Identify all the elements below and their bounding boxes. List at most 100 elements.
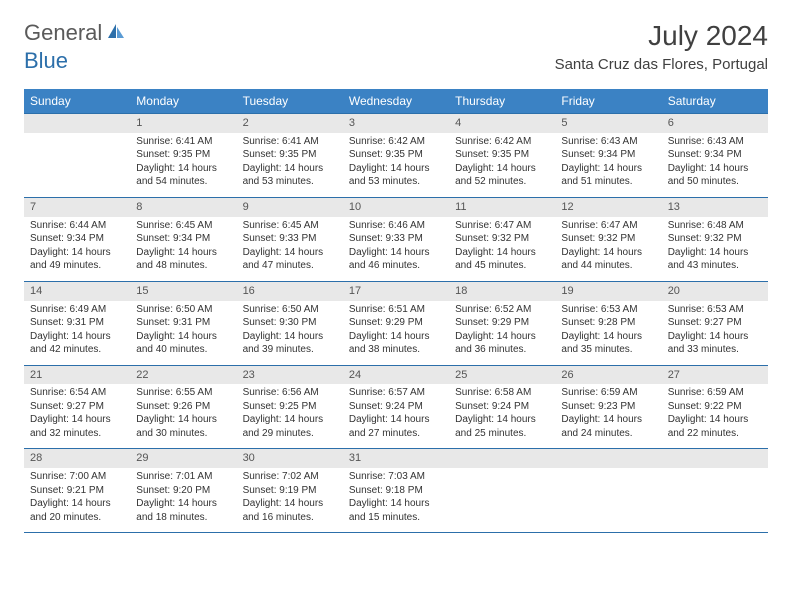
- weekday-header: Monday: [130, 89, 236, 114]
- day-number: 19: [555, 282, 661, 301]
- day-number: 28: [24, 449, 130, 468]
- sunrise-text: Sunrise: 6:52 AM: [455, 303, 549, 317]
- day-content-empty: [662, 468, 768, 532]
- weekday-header: Thursday: [449, 89, 555, 114]
- calendar-week-row: 7Sunrise: 6:44 AMSunset: 9:34 PMDaylight…: [24, 197, 768, 281]
- calendar-day-cell: 11Sunrise: 6:47 AMSunset: 9:32 PMDayligh…: [449, 197, 555, 281]
- calendar-table: SundayMondayTuesdayWednesdayThursdayFrid…: [24, 89, 768, 533]
- sunset-text: Sunset: 9:21 PM: [30, 484, 124, 498]
- day-content: Sunrise: 6:51 AMSunset: 9:29 PMDaylight:…: [343, 301, 449, 365]
- sunrise-text: Sunrise: 6:43 AM: [668, 135, 762, 149]
- day-content: Sunrise: 6:49 AMSunset: 9:31 PMDaylight:…: [24, 301, 130, 365]
- calendar-day-cell: 17Sunrise: 6:51 AMSunset: 9:29 PMDayligh…: [343, 281, 449, 365]
- sunrise-text: Sunrise: 6:59 AM: [561, 386, 655, 400]
- sunrise-text: Sunrise: 6:51 AM: [349, 303, 443, 317]
- calendar-day-cell: 29Sunrise: 7:01 AMSunset: 9:20 PMDayligh…: [130, 449, 236, 533]
- sunset-text: Sunset: 9:30 PM: [243, 316, 337, 330]
- daylight-text: Daylight: 14 hours and 46 minutes.: [349, 246, 443, 273]
- sunset-text: Sunset: 9:35 PM: [349, 148, 443, 162]
- day-number: [662, 449, 768, 468]
- sunset-text: Sunset: 9:23 PM: [561, 400, 655, 414]
- sunrise-text: Sunrise: 6:58 AM: [455, 386, 549, 400]
- sunrise-text: Sunrise: 6:53 AM: [561, 303, 655, 317]
- calendar-day-cell: [555, 449, 661, 533]
- day-number: 9: [237, 198, 343, 217]
- day-content-empty: [24, 133, 130, 197]
- sunrise-text: Sunrise: 6:46 AM: [349, 219, 443, 233]
- day-content: Sunrise: 6:42 AMSunset: 9:35 PMDaylight:…: [449, 133, 555, 197]
- calendar-day-cell: 2Sunrise: 6:41 AMSunset: 9:35 PMDaylight…: [237, 114, 343, 198]
- day-number: 3: [343, 114, 449, 133]
- calendar-week-row: 28Sunrise: 7:00 AMSunset: 9:21 PMDayligh…: [24, 449, 768, 533]
- sunset-text: Sunset: 9:25 PM: [243, 400, 337, 414]
- day-number: 11: [449, 198, 555, 217]
- sunrise-text: Sunrise: 6:47 AM: [561, 219, 655, 233]
- daylight-text: Daylight: 14 hours and 25 minutes.: [455, 413, 549, 440]
- daylight-text: Daylight: 14 hours and 42 minutes.: [30, 330, 124, 357]
- daylight-text: Daylight: 14 hours and 38 minutes.: [349, 330, 443, 357]
- weekday-header: Saturday: [662, 89, 768, 114]
- calendar-day-cell: 9Sunrise: 6:45 AMSunset: 9:33 PMDaylight…: [237, 197, 343, 281]
- sunset-text: Sunset: 9:34 PM: [668, 148, 762, 162]
- calendar-day-cell: 21Sunrise: 6:54 AMSunset: 9:27 PMDayligh…: [24, 365, 130, 449]
- sunrise-text: Sunrise: 6:53 AM: [668, 303, 762, 317]
- daylight-text: Daylight: 14 hours and 15 minutes.: [349, 497, 443, 524]
- sunset-text: Sunset: 9:26 PM: [136, 400, 230, 414]
- day-number: 27: [662, 366, 768, 385]
- day-content: Sunrise: 6:46 AMSunset: 9:33 PMDaylight:…: [343, 217, 449, 281]
- daylight-text: Daylight: 14 hours and 53 minutes.: [349, 162, 443, 189]
- weekday-header: Sunday: [24, 89, 130, 114]
- day-number: 20: [662, 282, 768, 301]
- day-number: 31: [343, 449, 449, 468]
- calendar-day-cell: 3Sunrise: 6:42 AMSunset: 9:35 PMDaylight…: [343, 114, 449, 198]
- daylight-text: Daylight: 14 hours and 44 minutes.: [561, 246, 655, 273]
- sunrise-text: Sunrise: 6:44 AM: [30, 219, 124, 233]
- sunrise-text: Sunrise: 6:56 AM: [243, 386, 337, 400]
- weekday-header: Tuesday: [237, 89, 343, 114]
- daylight-text: Daylight: 14 hours and 50 minutes.: [668, 162, 762, 189]
- daylight-text: Daylight: 14 hours and 30 minutes.: [136, 413, 230, 440]
- day-content-empty: [555, 468, 661, 532]
- sunrise-text: Sunrise: 6:57 AM: [349, 386, 443, 400]
- day-content: Sunrise: 6:43 AMSunset: 9:34 PMDaylight:…: [555, 133, 661, 197]
- calendar-day-cell: 25Sunrise: 6:58 AMSunset: 9:24 PMDayligh…: [449, 365, 555, 449]
- sunset-text: Sunset: 9:29 PM: [455, 316, 549, 330]
- sunrise-text: Sunrise: 6:45 AM: [136, 219, 230, 233]
- day-content: Sunrise: 6:50 AMSunset: 9:31 PMDaylight:…: [130, 301, 236, 365]
- calendar-body: 1Sunrise: 6:41 AMSunset: 9:35 PMDaylight…: [24, 114, 768, 533]
- calendar-day-cell: 14Sunrise: 6:49 AMSunset: 9:31 PMDayligh…: [24, 281, 130, 365]
- sunrise-text: Sunrise: 6:50 AM: [136, 303, 230, 317]
- sunrise-text: Sunrise: 6:41 AM: [243, 135, 337, 149]
- day-content: Sunrise: 6:53 AMSunset: 9:27 PMDaylight:…: [662, 301, 768, 365]
- calendar-day-cell: 12Sunrise: 6:47 AMSunset: 9:32 PMDayligh…: [555, 197, 661, 281]
- sunset-text: Sunset: 9:24 PM: [455, 400, 549, 414]
- sunset-text: Sunset: 9:32 PM: [455, 232, 549, 246]
- sunset-text: Sunset: 9:31 PM: [136, 316, 230, 330]
- calendar-day-cell: 6Sunrise: 6:43 AMSunset: 9:34 PMDaylight…: [662, 114, 768, 198]
- daylight-text: Daylight: 14 hours and 35 minutes.: [561, 330, 655, 357]
- calendar-week-row: 14Sunrise: 6:49 AMSunset: 9:31 PMDayligh…: [24, 281, 768, 365]
- day-number: 10: [343, 198, 449, 217]
- sunset-text: Sunset: 9:34 PM: [136, 232, 230, 246]
- sunrise-text: Sunrise: 6:43 AM: [561, 135, 655, 149]
- sunset-text: Sunset: 9:27 PM: [668, 316, 762, 330]
- daylight-text: Daylight: 14 hours and 39 minutes.: [243, 330, 337, 357]
- daylight-text: Daylight: 14 hours and 29 minutes.: [243, 413, 337, 440]
- calendar-day-cell: 13Sunrise: 6:48 AMSunset: 9:32 PMDayligh…: [662, 197, 768, 281]
- sunset-text: Sunset: 9:33 PM: [349, 232, 443, 246]
- sunrise-text: Sunrise: 6:49 AM: [30, 303, 124, 317]
- calendar-day-cell: 10Sunrise: 6:46 AMSunset: 9:33 PMDayligh…: [343, 197, 449, 281]
- day-number: 1: [130, 114, 236, 133]
- day-number: 25: [449, 366, 555, 385]
- daylight-text: Daylight: 14 hours and 24 minutes.: [561, 413, 655, 440]
- day-content: Sunrise: 6:54 AMSunset: 9:27 PMDaylight:…: [24, 384, 130, 448]
- calendar-day-cell: 1Sunrise: 6:41 AMSunset: 9:35 PMDaylight…: [130, 114, 236, 198]
- calendar-day-cell: 23Sunrise: 6:56 AMSunset: 9:25 PMDayligh…: [237, 365, 343, 449]
- day-content: Sunrise: 6:52 AMSunset: 9:29 PMDaylight:…: [449, 301, 555, 365]
- daylight-text: Daylight: 14 hours and 53 minutes.: [243, 162, 337, 189]
- day-content: Sunrise: 6:41 AMSunset: 9:35 PMDaylight:…: [130, 133, 236, 197]
- daylight-text: Daylight: 14 hours and 49 minutes.: [30, 246, 124, 273]
- sunset-text: Sunset: 9:31 PM: [30, 316, 124, 330]
- day-number: 8: [130, 198, 236, 217]
- daylight-text: Daylight: 14 hours and 45 minutes.: [455, 246, 549, 273]
